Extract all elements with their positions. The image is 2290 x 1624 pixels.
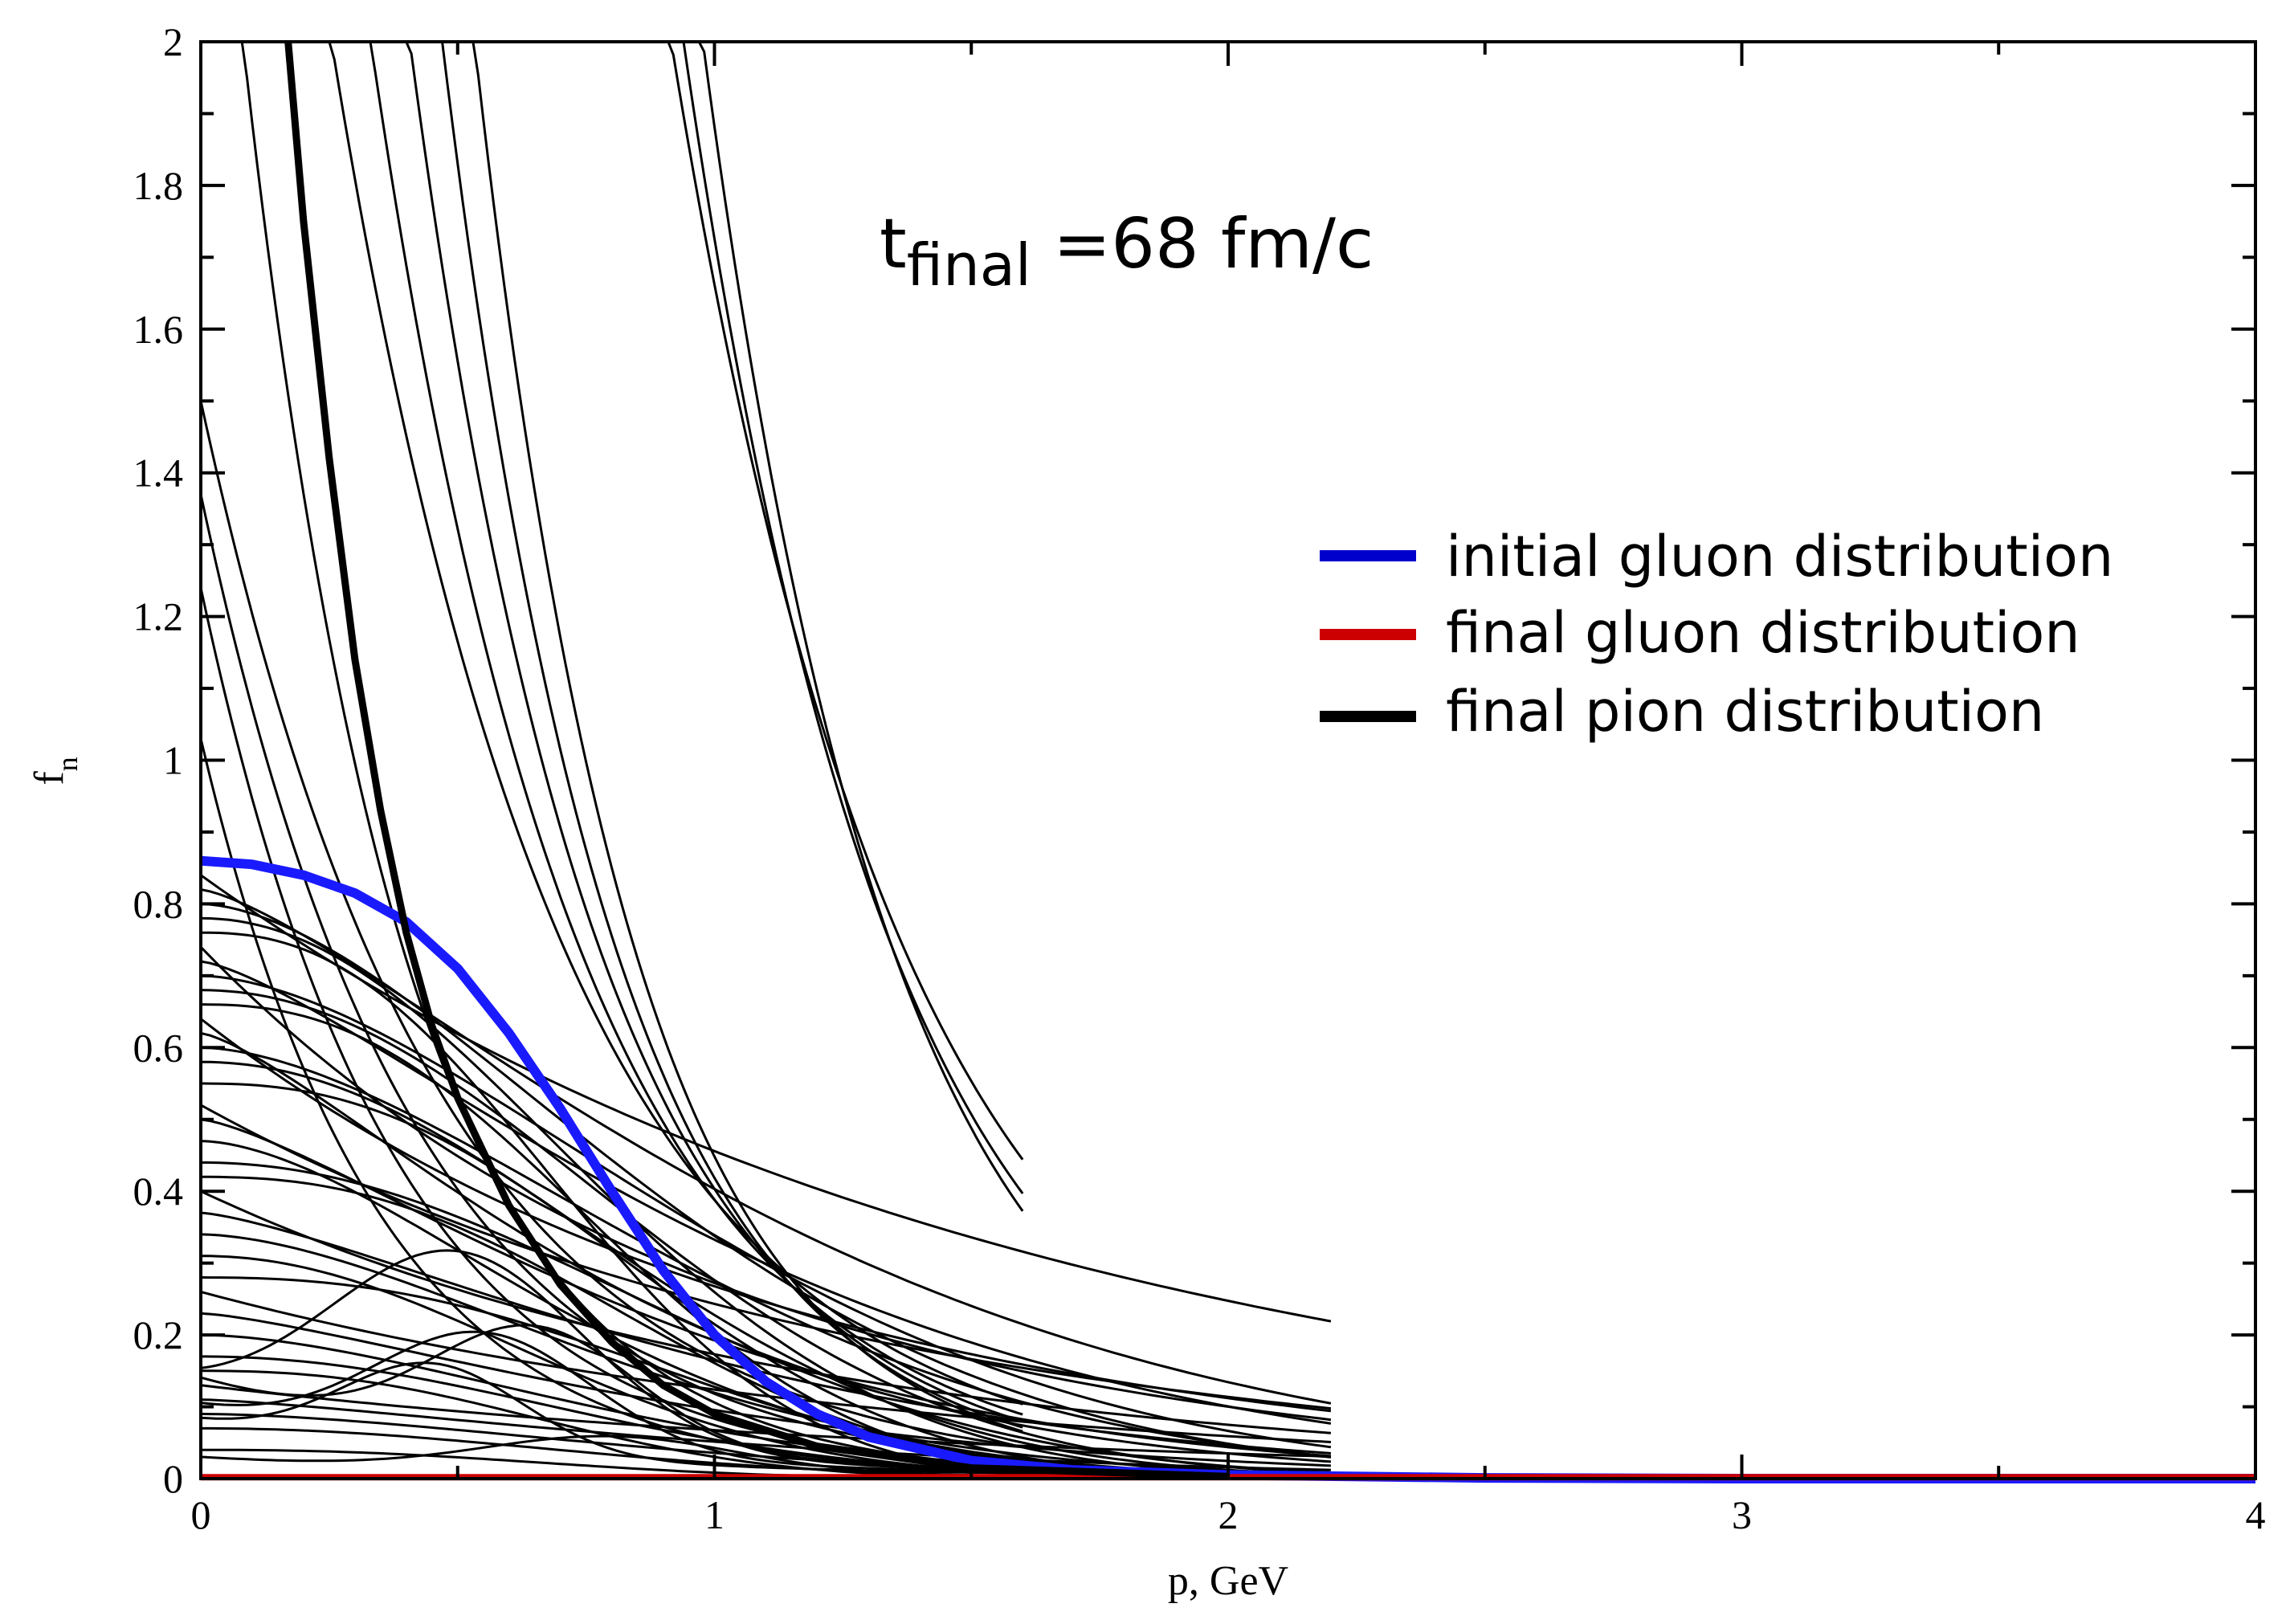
legend-label-final-pion: final pion distribution [1446, 679, 2044, 745]
x-tick-label: 0 [191, 1492, 211, 1537]
y-tick-label: 2 [163, 19, 183, 64]
series-line-2 [284, 41, 1229, 1480]
legend-label-initial-gluon: initial gluon distribution [1446, 524, 2113, 590]
steep-curve [201, 40, 1023, 1406]
y-axis-label-sub: n [51, 757, 84, 771]
steep-curve [199, 738, 1023, 1474]
y-axis-label: fn [27, 757, 84, 785]
annotation-sub: final [907, 231, 1031, 299]
background-curve [200, 989, 1331, 1475]
steep-curve [199, 400, 1023, 1448]
background-curve [200, 902, 1332, 1459]
x-tick-label: 3 [1732, 1492, 1752, 1537]
series-line-0 [200, 855, 2255, 1483]
y-tick-label: 0.2 [133, 1312, 184, 1357]
x-tick-label: 2 [1218, 1492, 1239, 1537]
steep-curve [199, 494, 1023, 1461]
background-curve [200, 974, 1332, 1449]
y-tick-label: 0.4 [133, 1169, 184, 1214]
background-curve [200, 1140, 1331, 1478]
y-tick-label: 0 [163, 1456, 183, 1501]
background-curve [200, 1161, 1331, 1474]
background-curve [200, 1060, 1331, 1476]
x-axis-label: p, GeV [1168, 1558, 1288, 1604]
background-curve [200, 888, 1332, 1405]
x-tick-label: 4 [2246, 1492, 2266, 1537]
axis-ticks: 0 1 2 3 4 0 0.2 0.4 0.6 0.8 1 1.2 1.4 1.6 1.8 2 [133, 19, 2266, 1537]
y-tick-label: 1 [163, 738, 183, 783]
y-tick-label: 1.4 [133, 451, 184, 496]
background-curve [200, 1104, 1332, 1410]
y-tick-label: 0.8 [133, 881, 184, 926]
background-curve [199, 946, 1332, 1422]
x-tick-label: 1 [704, 1492, 725, 1537]
time-annotation: tfinal =68 fm/c [880, 204, 1374, 299]
annotation-rest: =68 fm/c [1031, 204, 1374, 284]
y-tick-label: 1.2 [133, 594, 184, 639]
y-tick-label: 1.8 [133, 163, 184, 208]
svg-text:fn: fn [27, 757, 84, 785]
legend-label-final-gluon: final gluon distribution [1446, 600, 2080, 666]
legend: initial gluon distribution final gluon d… [1320, 524, 2113, 745]
background-curve [200, 1290, 1331, 1443]
plot-frame [199, 40, 2257, 1480]
y-axis-label-main: f [27, 771, 72, 785]
y-tick-label: 1.6 [133, 307, 184, 352]
background-curve [200, 1398, 1331, 1471]
background-curve [200, 1312, 1331, 1467]
y-tick-label: 0.6 [133, 1025, 184, 1070]
background-curve [200, 1211, 1332, 1455]
annotation-main: t [880, 204, 907, 284]
